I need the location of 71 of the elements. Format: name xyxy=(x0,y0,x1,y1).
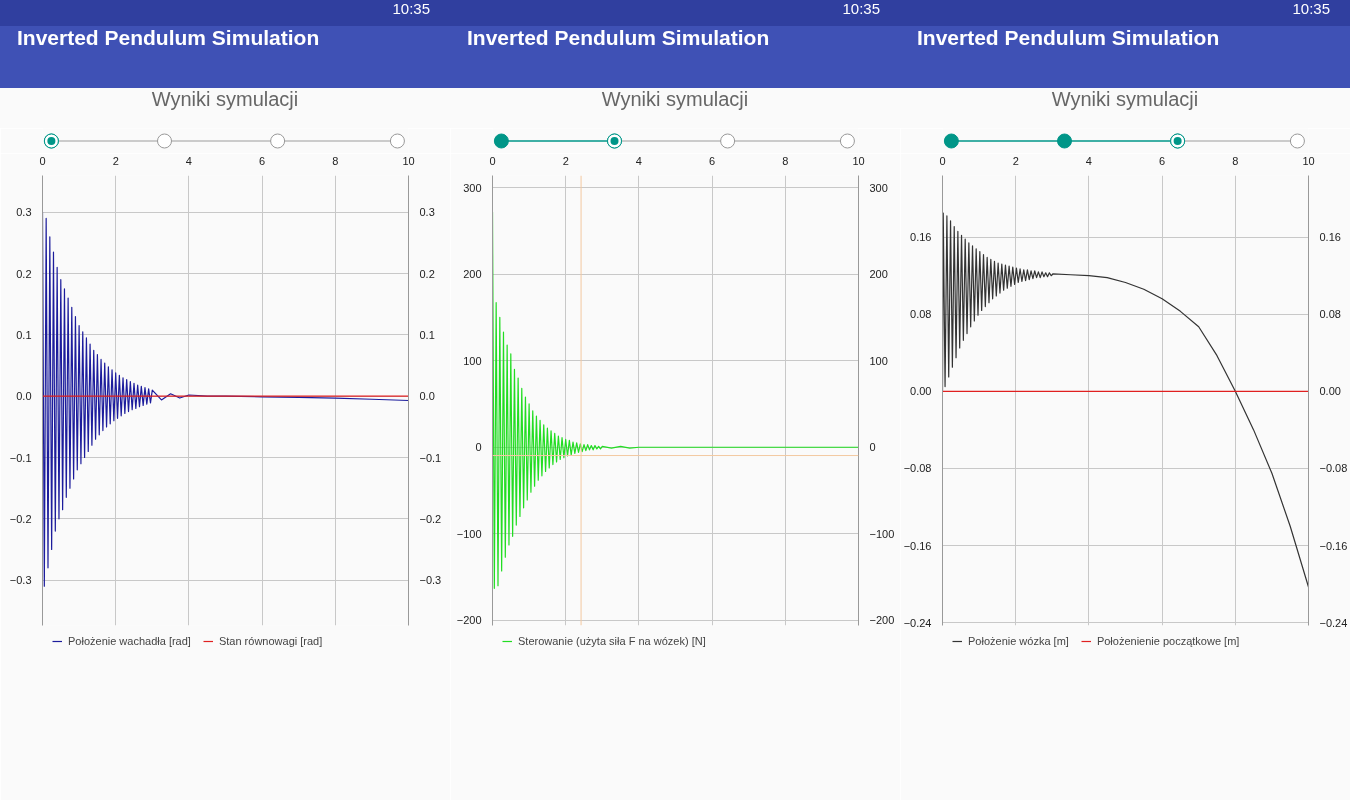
y-tick-label: 0.16 xyxy=(910,231,932,244)
y-tick-label: 0.2 xyxy=(16,267,32,280)
x-tick-label: 4 xyxy=(1085,154,1092,167)
x-tick-label: 10 xyxy=(402,154,415,167)
y2-tick-label: −200 xyxy=(869,614,895,627)
chart-subtitle: Wyniki symulacji xyxy=(900,88,1350,128)
y-tick-label: 300 xyxy=(463,181,482,194)
y2-tick-label: −0.08 xyxy=(1319,462,1348,475)
y2-tick-label: 0.1 xyxy=(419,328,435,341)
line-series xyxy=(942,212,1309,588)
y-tick-label: 100 xyxy=(463,354,482,367)
y-tick-label: 200 xyxy=(463,268,482,281)
y2-tick-label: 300 xyxy=(869,181,888,194)
text: 10:35 xyxy=(841,0,880,19)
y2-tick-label: 200 xyxy=(869,268,888,281)
y-tick-label: −0.1 xyxy=(9,451,32,464)
legend-label: Stan równowagi [rad] xyxy=(218,635,323,647)
y2-tick-label: 100 xyxy=(869,354,888,367)
y-tick-label: 0 xyxy=(475,441,482,454)
y2-tick-label: 0 xyxy=(869,441,876,454)
legend-label: Położenie wózka [m] xyxy=(968,635,1069,647)
y-tick-label: −100 xyxy=(456,527,482,540)
x-tick-label: 0 xyxy=(939,154,946,167)
y2-tick-label: 0.08 xyxy=(1319,308,1341,321)
x-tick-label: 6 xyxy=(1159,154,1166,167)
legend-label: Położenie wachadła [rad] xyxy=(68,635,191,647)
chart-subtitle: Wyniki symulacji xyxy=(450,88,900,128)
x-tick-label: 8 xyxy=(332,154,339,167)
text: 10:35 xyxy=(391,0,430,19)
x-tick-label: 10 xyxy=(852,154,865,167)
x-tick-label: 2 xyxy=(1012,154,1019,167)
chart-title: Inverted Pendulum Simulation xyxy=(466,26,770,51)
y2-tick-label: −0.24 xyxy=(1319,616,1348,629)
chart-title: Inverted Pendulum Simulation xyxy=(16,26,320,51)
y2-tick-label: −100 xyxy=(869,527,895,540)
y2-tick-label: 0.0 xyxy=(419,390,435,403)
chart-subtitle: Wyniki symulacji xyxy=(0,88,450,128)
y-tick-label: −0.16 xyxy=(903,539,932,552)
x-tick-label: 8 xyxy=(782,154,789,167)
y2-tick-label: −0.1 xyxy=(419,451,442,464)
x-tick-label: 10 xyxy=(1302,154,1315,167)
y-tick-label: −200 xyxy=(456,614,482,627)
x-tick-label: 6 xyxy=(709,154,716,167)
y-tick-label: 0.1 xyxy=(16,328,32,341)
x-tick-label: 6 xyxy=(259,154,266,167)
legend-label: Położenienie początkowe [m] xyxy=(1096,635,1240,647)
y2-tick-label: 0.16 xyxy=(1319,231,1341,244)
x-tick-label: 8 xyxy=(1232,154,1239,167)
x-tick-label: 4 xyxy=(185,154,192,167)
x-tick-label: 0 xyxy=(39,154,46,167)
legend-label: Sterowanie (użyta siła F na wózek) [N] xyxy=(518,635,706,647)
y-tick-label: −0.3 xyxy=(9,574,32,587)
y2-tick-label: 0.00 xyxy=(1319,385,1341,398)
text: 10:35 xyxy=(1291,0,1330,19)
y-tick-label: −0.2 xyxy=(9,512,32,525)
y2-tick-label: 0.3 xyxy=(419,206,435,219)
y-tick-label: −0.08 xyxy=(903,462,932,475)
x-tick-label: 0 xyxy=(489,154,496,167)
x-tick-label: 4 xyxy=(635,154,642,167)
chart-title: Inverted Pendulum Simulation xyxy=(916,26,1220,51)
y2-tick-label: −0.16 xyxy=(1319,539,1348,552)
y-tick-label: 0.08 xyxy=(910,308,932,321)
y-tick-label: 0.3 xyxy=(16,206,32,219)
y2-tick-label: 0.2 xyxy=(419,267,435,280)
x-tick-label: 2 xyxy=(112,154,119,167)
x-tick-label: 2 xyxy=(562,154,569,167)
y2-tick-label: −0.2 xyxy=(419,512,442,525)
y-tick-label: −0.24 xyxy=(903,616,932,629)
y2-tick-label: −0.3 xyxy=(419,574,442,587)
y-tick-label: 0.00 xyxy=(910,385,932,398)
y-tick-label: 0.0 xyxy=(16,390,32,403)
